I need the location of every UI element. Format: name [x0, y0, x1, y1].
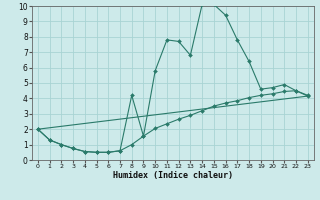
X-axis label: Humidex (Indice chaleur): Humidex (Indice chaleur) — [113, 171, 233, 180]
